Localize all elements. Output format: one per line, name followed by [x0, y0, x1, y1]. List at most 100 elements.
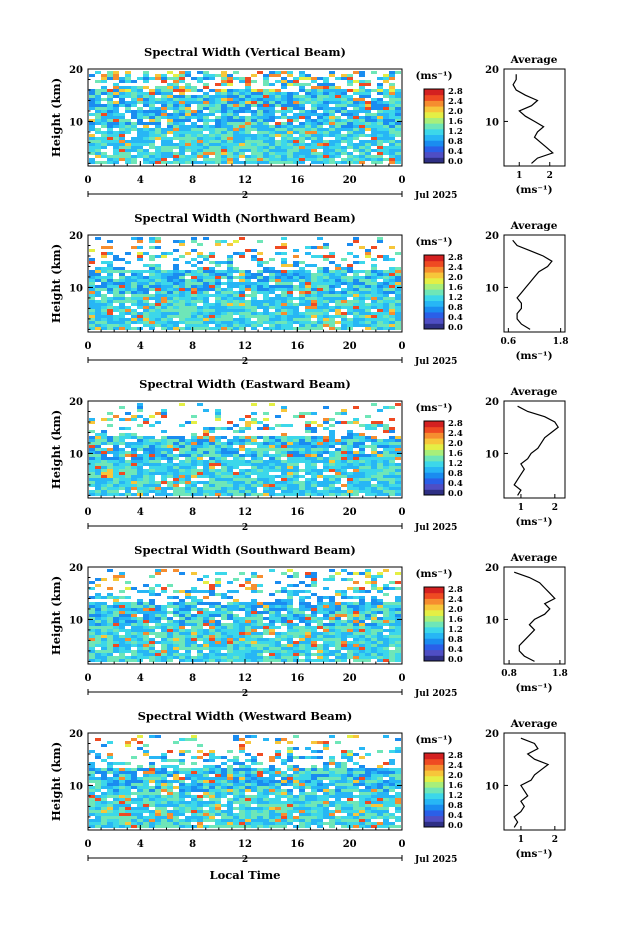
heatmap-cell: [389, 137, 395, 140]
heatmap-cell: [89, 297, 95, 300]
heatmap-cell: [179, 107, 185, 110]
heatmap-cell: [299, 650, 305, 653]
heatmap-cell: [197, 113, 203, 116]
heatmap-cell: [185, 659, 191, 662]
heatmap-cell: [101, 140, 107, 143]
heatmap-cell: [89, 113, 95, 116]
heatmap-cell: [239, 463, 245, 466]
heatmap-cell: [305, 324, 311, 327]
heatmap-cell: [377, 309, 383, 312]
heatmap-cell: [239, 626, 245, 629]
heatmap-cell: [209, 481, 215, 484]
heatmap-cell: [245, 605, 251, 608]
heatmap-cell: [293, 140, 299, 143]
heatmap-cell: [395, 638, 401, 641]
heatmap-cell: [251, 412, 257, 415]
heatmap-cell: [215, 95, 221, 98]
heatmap-cell: [323, 89, 329, 92]
heatmap-cell: [185, 110, 191, 113]
heatmap-cell: [233, 134, 239, 137]
heatmap-cell: [215, 300, 221, 303]
heatmap-cell: [239, 131, 245, 134]
colorbar-segment: [424, 472, 444, 479]
heatmap-cell: [239, 300, 245, 303]
colorbar-tick-label: 2.0: [448, 439, 463, 449]
heatmap-cell: [191, 258, 197, 261]
heatmap-cell: [215, 270, 221, 273]
heatmap-cell: [167, 656, 173, 659]
heatmap-cell: [113, 149, 119, 152]
heatmap-cell: [95, 146, 101, 149]
heatmap-cell: [359, 641, 365, 644]
heatmap-cell: [293, 614, 299, 617]
heatmap-cell: [113, 493, 119, 496]
heatmap-cell: [323, 635, 329, 638]
heatmap-cell: [347, 146, 353, 149]
heatmap-cell: [365, 623, 371, 626]
heatmap-cell: [239, 641, 245, 644]
heatmap-cell: [179, 451, 185, 454]
heatmap-cell: [119, 451, 125, 454]
heatmap-cell: [245, 460, 251, 463]
heatmap-cell: [185, 650, 191, 653]
heatmap-cell: [143, 611, 149, 614]
heatmap-cell: [119, 158, 125, 161]
heatmap-cell: [317, 246, 323, 249]
heatmap-cell: [197, 285, 203, 288]
heatmap-cell: [113, 487, 119, 490]
heatmap-cell: [353, 635, 359, 638]
heatmap-cell: [299, 460, 305, 463]
heatmap-cell: [143, 282, 149, 285]
heatmap-cell: [245, 427, 251, 430]
heatmap-cell: [347, 288, 353, 291]
heatmap-cell: [377, 158, 383, 161]
heatmap-cell: [359, 95, 365, 98]
heatmap-cell: [335, 620, 341, 623]
heatmap-cell: [353, 306, 359, 309]
heatmap-cell: [107, 626, 113, 629]
heatmap-cell: [299, 86, 305, 89]
heatmap-cell: [197, 460, 203, 463]
heatmap-cell: [233, 158, 239, 161]
heatmap-cell: [287, 279, 293, 282]
heatmap-cell: [125, 478, 131, 481]
heatmap-cell: [215, 469, 221, 472]
heatmap-cell: [239, 493, 245, 496]
heatmap-cell: [341, 101, 347, 104]
heatmap-cell: [377, 451, 383, 454]
heatmap-cell: [263, 77, 269, 80]
heatmap-cell: [281, 599, 287, 602]
heatmap-cell: [215, 261, 221, 264]
heatmap-cell: [281, 137, 287, 140]
heatmap-cell: [287, 590, 293, 593]
heatmap-cell: [131, 587, 137, 590]
colorbar-tick-label: 0.4: [448, 313, 463, 323]
heatmap-cell: [167, 448, 173, 451]
heatmap-cell: [269, 605, 275, 608]
heatmap-cell: [203, 104, 209, 107]
heatmap-cell: [131, 98, 137, 101]
heatmap-cell: [197, 276, 203, 279]
heatmap-cell: [305, 276, 311, 279]
heatmap-cell: [341, 611, 347, 614]
heatmap-cell: [341, 620, 347, 623]
heatmap-cell: [263, 493, 269, 496]
heatmap-cell: [119, 638, 125, 641]
heatmap-cell: [245, 424, 251, 427]
heatmap-cell: [353, 122, 359, 125]
heatmap-cell: [137, 95, 143, 98]
heatmap-cell: [377, 306, 383, 309]
heatmap-cell: [245, 98, 251, 101]
heatmap-cell: [113, 617, 119, 620]
heatmap-cell: [323, 617, 329, 620]
heatmap-cell: [239, 620, 245, 623]
heatmap-cell: [383, 315, 389, 318]
heatmap-cell: [341, 469, 347, 472]
heatmap-cell: [89, 303, 95, 306]
heatmap-cell: [287, 653, 293, 656]
heatmap-cell: [107, 442, 113, 445]
heatmap-cell: [95, 80, 101, 83]
heatmap-cell: [119, 575, 125, 578]
heatmap-cell: [173, 605, 179, 608]
heatmap-cell: [323, 626, 329, 629]
